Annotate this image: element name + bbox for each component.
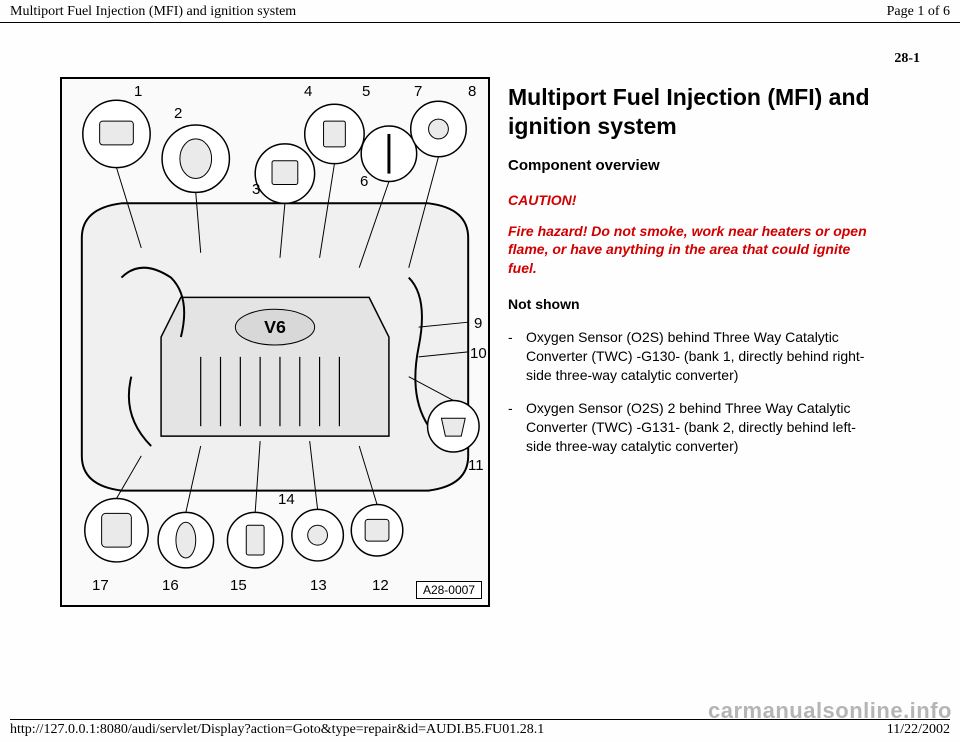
section-subhead: Component overview xyxy=(508,157,930,174)
bullet-text: Oxygen Sensor (O2S) 2 behind Three Way C… xyxy=(526,399,868,456)
not-shown-heading: Not shown xyxy=(508,296,930,312)
callout-2: 2 xyxy=(174,105,182,122)
callout-1: 1 xyxy=(134,83,142,100)
engine-diagram-svg: V6 xyxy=(62,79,488,605)
callout-5: 5 xyxy=(362,83,370,100)
callout-9: 9 xyxy=(474,315,482,332)
text-column: Multiport Fuel Injection (MFI) and ignit… xyxy=(508,77,930,607)
footer-date: 11/22/2002 xyxy=(887,722,950,738)
caution-body: Fire hazard! Do not smoke, work near hea… xyxy=(508,222,868,279)
callout-3: 3 xyxy=(252,181,260,198)
bullet-dash: - xyxy=(508,399,526,456)
header-bar: Multiport Fuel Injection (MFI) and ignit… xyxy=(0,0,960,23)
callout-16: 16 xyxy=(162,577,179,594)
callout-4: 4 xyxy=(304,83,312,100)
callout-12: 12 xyxy=(372,577,389,594)
header-page: Page 1 of 6 xyxy=(887,4,950,20)
callout-8: 8 xyxy=(468,83,476,100)
callout-6: 6 xyxy=(360,173,368,190)
page-title: Multiport Fuel Injection (MFI) and ignit… xyxy=(508,83,930,141)
bullet-dash: - xyxy=(508,328,526,385)
bullet-text: Oxygen Sensor (O2S) behind Three Way Cat… xyxy=(526,328,868,385)
callout-11: 11 xyxy=(468,457,484,474)
caution-heading: CAUTION! xyxy=(508,192,930,208)
list-item: - Oxygen Sensor (O2S) behind Three Way C… xyxy=(508,328,868,385)
callout-14: 14 xyxy=(278,491,295,508)
list-item: - Oxygen Sensor (O2S) 2 behind Three Way… xyxy=(508,399,868,456)
callout-13: 13 xyxy=(310,577,327,594)
footer-bar: http://127.0.0.1:8080/audi/servlet/Displ… xyxy=(10,719,950,738)
content-area: V6 xyxy=(0,67,960,607)
header-title: Multiport Fuel Injection (MFI) and ignit… xyxy=(10,4,296,20)
figure-id: A28-0007 xyxy=(416,581,482,599)
callout-15: 15 xyxy=(230,577,247,594)
engine-diagram: V6 xyxy=(60,77,490,607)
callout-17: 17 xyxy=(92,577,109,594)
page-reference: 28-1 xyxy=(0,23,960,67)
svg-text:V6: V6 xyxy=(264,317,286,337)
callout-7: 7 xyxy=(414,83,422,100)
callout-10: 10 xyxy=(470,345,487,362)
footer-url: http://127.0.0.1:8080/audi/servlet/Displ… xyxy=(10,722,544,738)
